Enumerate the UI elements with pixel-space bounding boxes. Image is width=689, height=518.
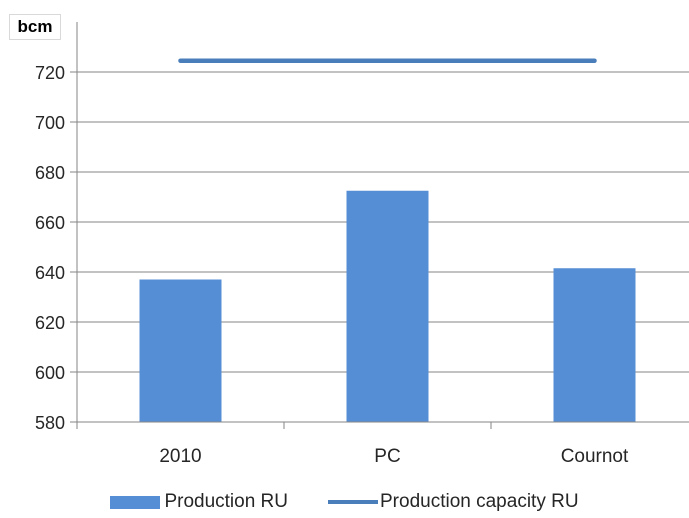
y-tick-label: 600 — [35, 363, 65, 383]
x-tick-label: Cournot — [561, 446, 629, 467]
legend-label-capacity: Production capacity RU — [380, 491, 579, 512]
x-tick-label: PC — [374, 446, 400, 467]
y-tick-label: 620 — [35, 313, 65, 333]
y-unit-label: bcm — [9, 14, 61, 40]
legend-swatch-production — [110, 495, 161, 509]
y-tick-label: 680 — [35, 163, 65, 183]
y-tick-label: 720 — [35, 63, 65, 83]
legend-item-capacity: Production capacity RU — [288, 491, 579, 513]
bar-production-ru — [346, 190, 429, 422]
legend-swatch-capacity — [328, 500, 378, 504]
y-tick-label: 660 — [35, 213, 65, 233]
y-tick-label: 580 — [35, 413, 65, 433]
x-tick-label: 2010 — [159, 446, 201, 467]
legend-item-production: Production RU — [110, 491, 288, 513]
bar-production-ru — [553, 268, 636, 422]
bar-production-ru — [139, 279, 222, 422]
y-tick-label: 640 — [35, 263, 65, 283]
y-tick-label: 700 — [35, 113, 65, 133]
legend: Production RU Production capacity RU — [0, 489, 689, 515]
legend-label-production: Production RU — [164, 491, 288, 512]
